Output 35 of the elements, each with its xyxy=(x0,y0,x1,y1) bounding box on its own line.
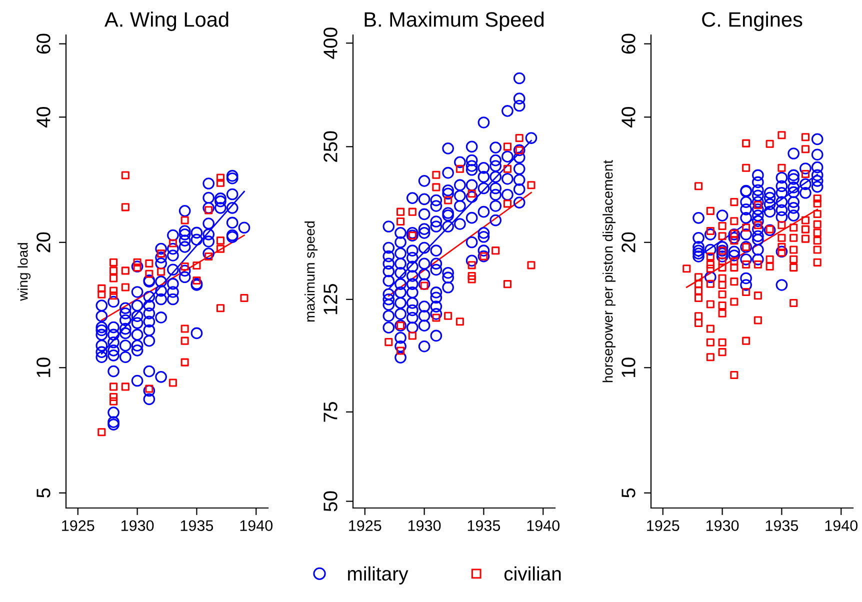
y-tick-label: 75 xyxy=(324,402,338,422)
x-tick-label: 1940 xyxy=(825,520,858,532)
y-tick-label: 400 xyxy=(324,28,338,59)
legend-label: civilian xyxy=(504,566,561,581)
x-tick-label: 1930 xyxy=(408,520,441,532)
y-tick-label: 40 xyxy=(36,107,50,128)
chart-title: B. Maximum Speed xyxy=(364,12,544,31)
y-tick-label: 5 xyxy=(36,488,50,498)
x-tick-label: 1940 xyxy=(527,520,560,532)
y-tick-label: 40 xyxy=(622,107,636,128)
legend-label: military xyxy=(348,566,408,584)
x-tick-label: 1925 xyxy=(647,520,680,532)
chart-title: A. Wing Load xyxy=(104,12,228,31)
x-tick-label: 1925 xyxy=(62,520,94,532)
x-tick-label: 1935 xyxy=(468,520,500,532)
x-tick-label: 1930 xyxy=(706,520,739,532)
chart-title: C. Engines xyxy=(702,12,802,31)
x-tick-label: 1925 xyxy=(349,520,382,532)
y-axis-title: maximum speed xyxy=(304,221,318,322)
y-tick-label: 10 xyxy=(622,358,636,377)
x-tick-label: 1935 xyxy=(180,520,214,532)
y-tick-label: 20 xyxy=(622,232,636,252)
y-axis-title: horsepower per piston displacement xyxy=(602,160,616,382)
y-tick-label: 60 xyxy=(622,34,636,54)
y-tick-label: 50 xyxy=(324,491,338,512)
y-tick-label: 125 xyxy=(324,284,338,314)
y-tick-label: 20 xyxy=(36,232,50,252)
x-tick-label: 1935 xyxy=(766,520,798,532)
y-axis-title: wing load xyxy=(18,243,31,301)
x-tick-label: 1940 xyxy=(240,520,273,532)
y-tick-label: 250 xyxy=(324,131,338,162)
y-tick-label: 60 xyxy=(36,34,50,54)
x-tick-label: 1930 xyxy=(121,520,154,532)
y-tick-label: 5 xyxy=(622,488,636,498)
y-tick-label: 10 xyxy=(36,358,50,377)
